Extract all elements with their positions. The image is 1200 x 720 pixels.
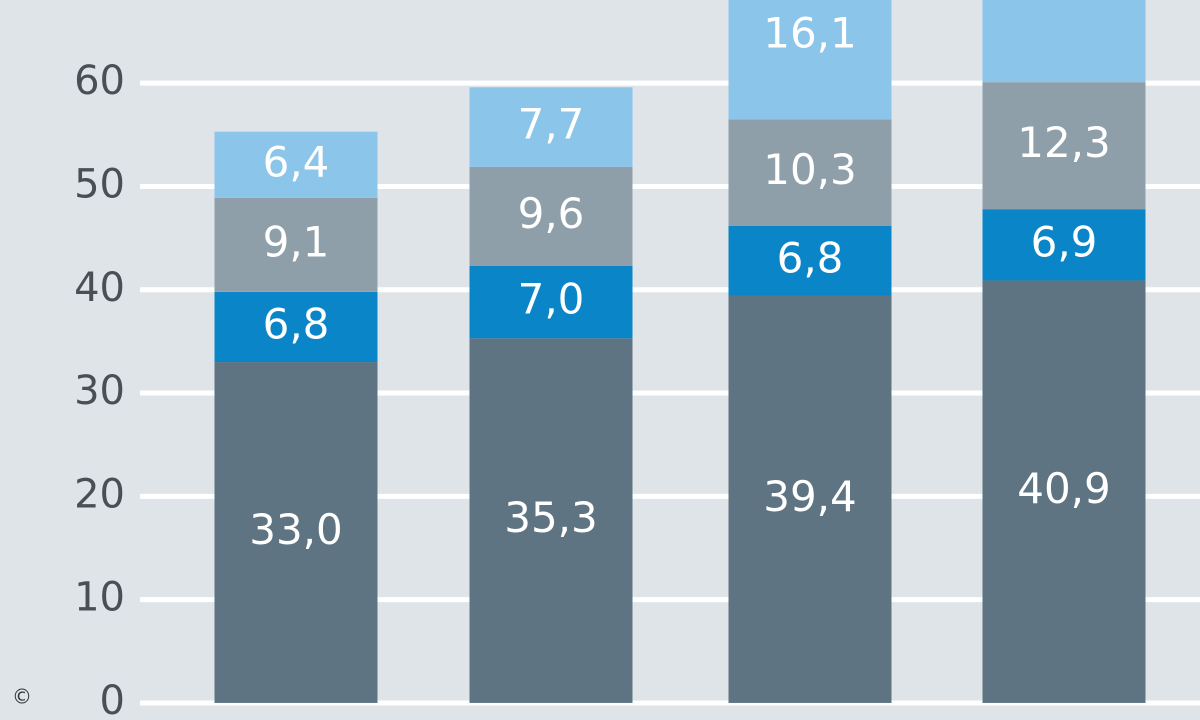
y-tick-label: 60 bbox=[74, 58, 125, 104]
y-tick-label: 40 bbox=[74, 265, 125, 311]
y-tick-label: 70 bbox=[74, 0, 125, 1]
bar-segment bbox=[469, 87, 633, 167]
bar-segment bbox=[469, 166, 633, 266]
value-label: 35,3 bbox=[504, 493, 598, 542]
bar-segment bbox=[728, 295, 892, 703]
value-label: 16,1 bbox=[763, 9, 857, 58]
value-label: 6,8 bbox=[263, 299, 330, 348]
value-label: 9,6 bbox=[518, 189, 585, 238]
value-label: 6,4 bbox=[263, 137, 330, 186]
value-label: 7,7 bbox=[518, 100, 585, 149]
bar-segment bbox=[469, 338, 633, 703]
value-label: 39,4 bbox=[763, 472, 857, 521]
value-label: 7,0 bbox=[518, 275, 585, 324]
value-label: 12,3 bbox=[1017, 118, 1111, 167]
bar-segment bbox=[214, 362, 378, 703]
value-label: 6,9 bbox=[1031, 217, 1098, 266]
y-tick-label: 0 bbox=[100, 678, 125, 720]
bar-segment bbox=[214, 291, 378, 363]
bar-segment bbox=[982, 209, 1146, 281]
bar-segment bbox=[469, 265, 633, 339]
y-tick-label: 50 bbox=[74, 161, 125, 207]
bar-segment bbox=[728, 0, 892, 120]
value-label: 6,8 bbox=[777, 233, 844, 282]
value-label: 10,3 bbox=[763, 145, 857, 194]
bar-segment bbox=[982, 280, 1146, 703]
bar-segment bbox=[728, 225, 892, 296]
bar-segment bbox=[728, 119, 892, 226]
copyright: © bbox=[12, 685, 32, 709]
value-label: 33,0 bbox=[249, 505, 343, 554]
bar-segment bbox=[214, 197, 378, 292]
bar-segment bbox=[214, 131, 378, 198]
bar-segment bbox=[982, 0, 1146, 83]
y-tick-label: 20 bbox=[74, 471, 125, 517]
y-tick-label: 10 bbox=[74, 575, 125, 621]
bar-segment bbox=[982, 82, 1146, 210]
value-label: 9,1 bbox=[263, 217, 330, 266]
y-tick-label: 30 bbox=[74, 368, 125, 414]
value-label: 40,9 bbox=[1017, 464, 1111, 513]
